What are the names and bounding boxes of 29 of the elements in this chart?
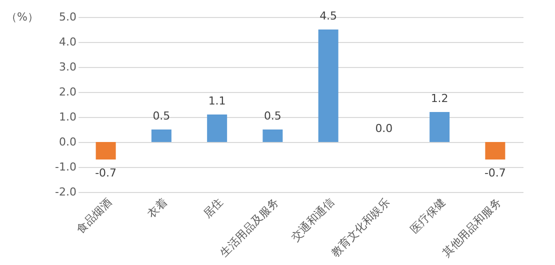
y-tick-label: 5.0: [59, 10, 76, 24]
y-tick-label: -2.0: [55, 186, 76, 198]
x-tick-label: 医疗保健: [408, 196, 448, 236]
bar: [430, 112, 450, 142]
x-tick-label: 食品烟酒: [74, 196, 114, 236]
data-label: 0.5: [264, 110, 282, 122]
data-label: 0.0: [375, 122, 393, 135]
bar: [262, 130, 283, 142]
y-tick-label: 1.0: [59, 110, 76, 124]
y-tick-label: 3.0: [59, 60, 76, 74]
data-label: -0.7: [484, 166, 506, 180]
y-axis-title: （%）: [6, 10, 38, 24]
y-tick-label: 2.0: [59, 86, 76, 98]
bar: [151, 130, 172, 142]
data-label: 1.1: [208, 94, 226, 108]
y-tick-label: 4.0: [59, 36, 76, 48]
data-label: 4.5: [320, 10, 338, 22]
data-label: 0.5: [152, 110, 170, 122]
x-tick-label: 衣着: [145, 196, 170, 221]
data-label: 1.2: [430, 92, 448, 105]
x-tick-label: 交通和通信: [288, 196, 337, 244]
bar: [207, 114, 228, 142]
data-label: -0.7: [95, 166, 117, 180]
bar: [485, 142, 506, 160]
bar: [318, 30, 338, 142]
y-tick-label: -1.0: [55, 160, 76, 174]
y-tick-label: 0.0: [59, 136, 76, 148]
bar: [96, 142, 116, 160]
x-tick-label: 居住: [200, 196, 226, 221]
